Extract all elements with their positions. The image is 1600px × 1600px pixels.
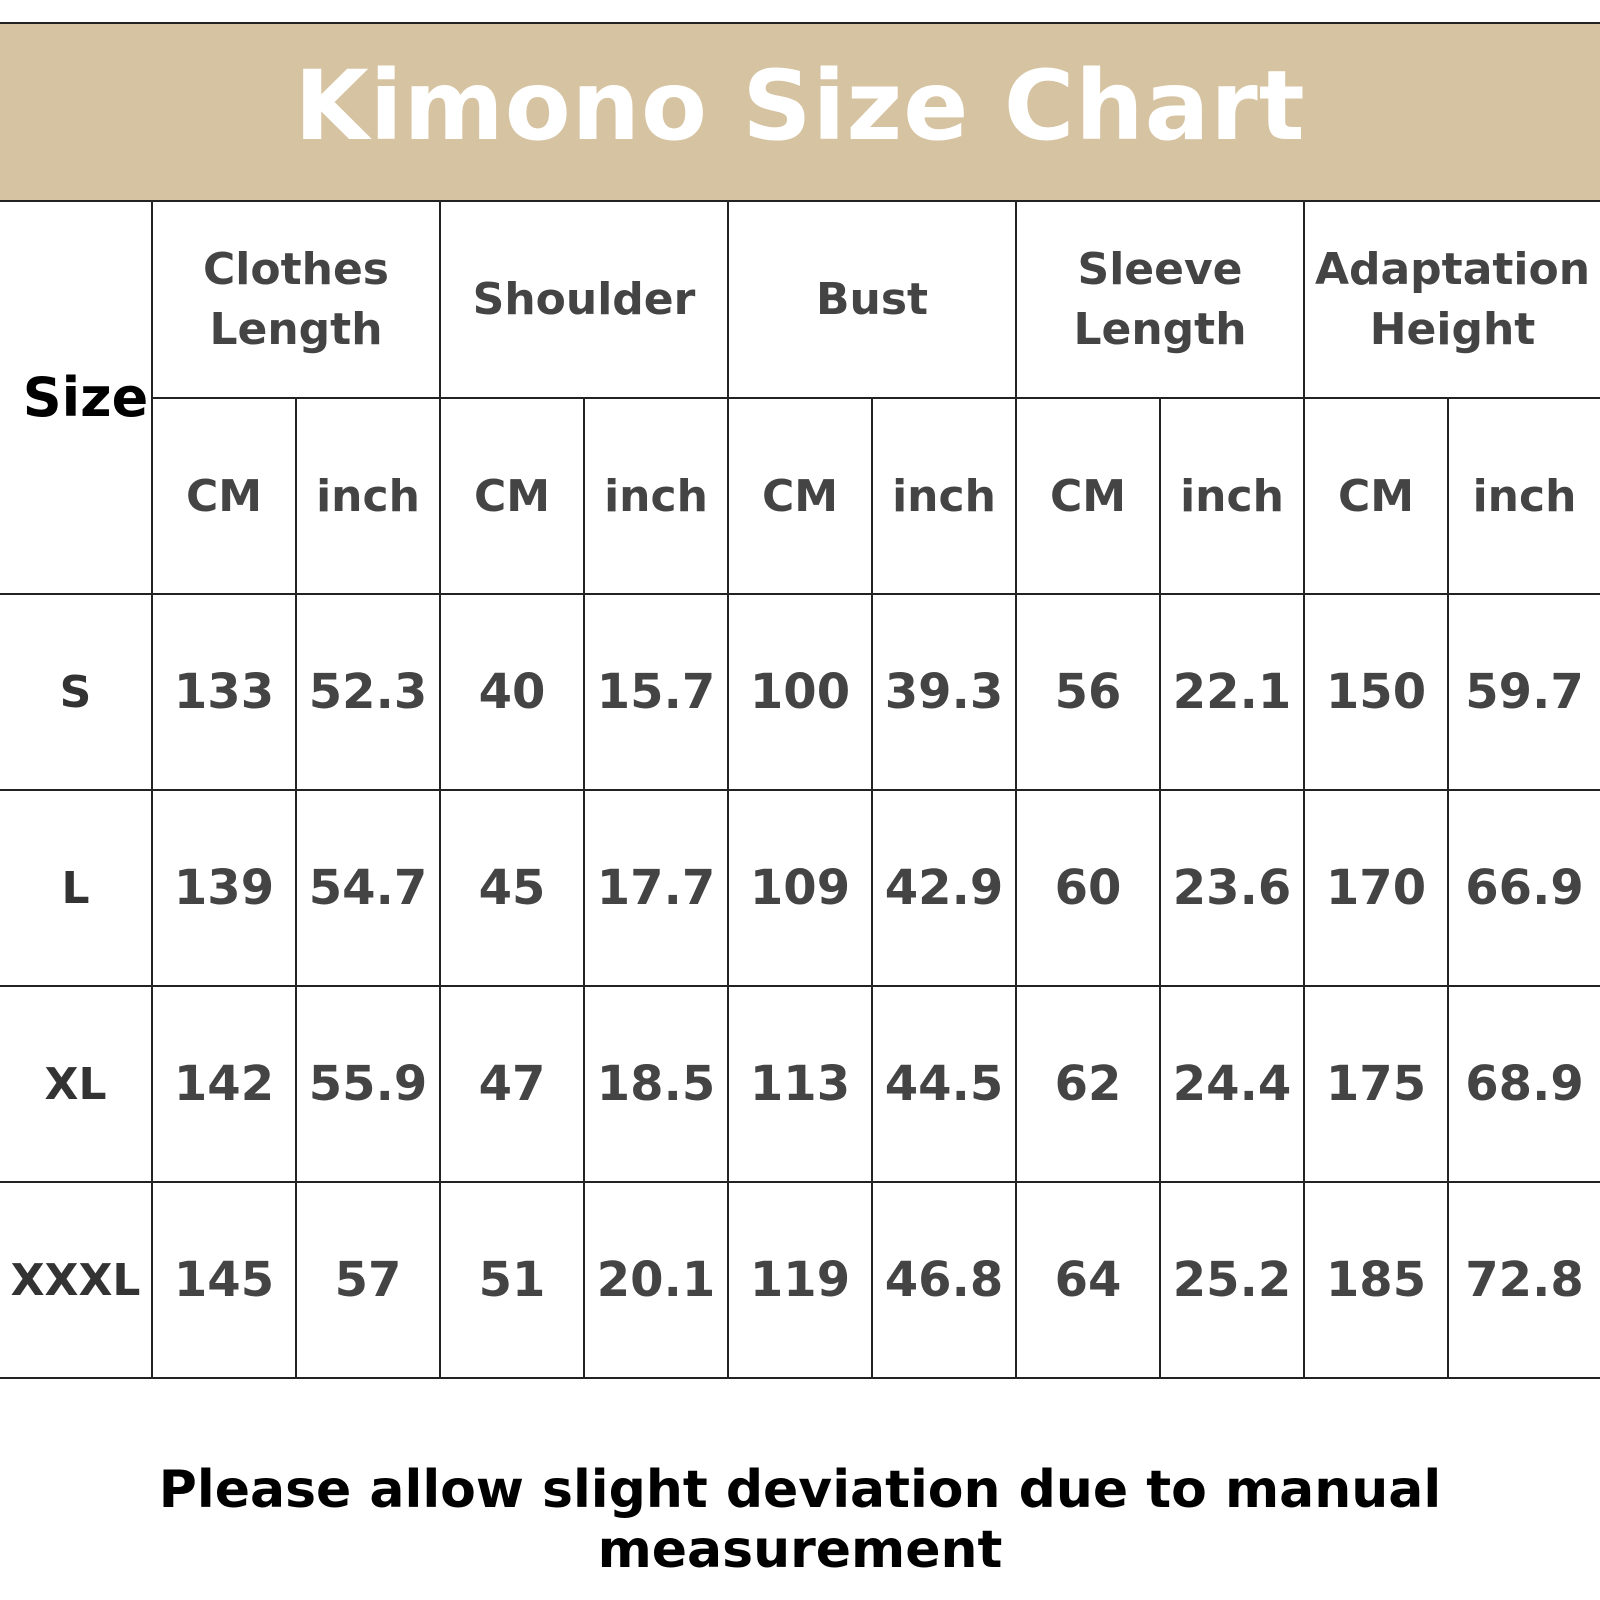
unit-header: inch xyxy=(1159,397,1305,595)
group-header-line: Length xyxy=(209,303,383,355)
group-header-row: Size Clothes Length Shoulder Bust Sleeve… xyxy=(0,202,1600,595)
value-cell: 51 xyxy=(439,1181,585,1379)
unit-header: CM xyxy=(439,397,585,595)
title-band: Kimono Size Chart xyxy=(0,22,1600,202)
value-cell: 45 xyxy=(439,789,585,987)
value-cell: 119 xyxy=(727,1181,873,1379)
value-cell: 68.9 xyxy=(1446,985,1600,1183)
value-cell: 60 xyxy=(1015,789,1161,987)
value-cell: 139 xyxy=(151,789,297,987)
value-cell: 46.8 xyxy=(871,1181,1017,1379)
value-cell: 25.2 xyxy=(1159,1181,1305,1379)
value-cell: 17.7 xyxy=(583,789,729,987)
value-cell: 24.4 xyxy=(1159,985,1305,1183)
measurement-note: Please allow slight deviation due to man… xyxy=(158,1460,1442,1580)
value-cell: 23.6 xyxy=(1159,789,1305,987)
group-header-line: Adaptation xyxy=(1314,243,1591,295)
value-cell: 54.7 xyxy=(295,789,441,987)
value-cell: 109 xyxy=(727,789,873,987)
group-header-clothes-length: Clothes Length xyxy=(151,202,441,399)
value-cell: 170 xyxy=(1303,789,1449,987)
value-cell: 133 xyxy=(151,594,297,791)
size-label-cell: L xyxy=(0,789,153,987)
size-column-header: Size xyxy=(0,202,153,595)
data-rows: S 133 52.3 40 15.7 100 39.3 56 22.1 150 59.7 L 139 54… xyxy=(0,594,1600,1379)
size-label-cell: S xyxy=(0,594,153,791)
size-label-cell: XL xyxy=(0,985,153,1183)
value-cell: 15.7 xyxy=(583,594,729,791)
value-cell: 18.5 xyxy=(583,985,729,1183)
value-cell: 44.5 xyxy=(871,985,1017,1183)
table-row: L 139 54.7 45 17.7 109 42.9 60 23.6 170 66.9 xyxy=(0,789,1600,987)
value-cell: 113 xyxy=(727,985,873,1183)
value-cell: 39.3 xyxy=(871,594,1017,791)
unit-header: CM xyxy=(1303,397,1449,595)
table-row: S 133 52.3 40 15.7 100 39.3 56 22.1 150 59.7 xyxy=(0,594,1600,791)
chart-title: Kimono Size Chart xyxy=(294,50,1306,162)
value-cell: 64 xyxy=(1015,1181,1161,1379)
value-cell: 42.9 xyxy=(871,789,1017,987)
group-header-sleeve-length: Sleeve Length xyxy=(1015,202,1305,399)
table-row: XL 142 55.9 47 18.5 113 44.5 62 24.4 175 68.9 xyxy=(0,985,1600,1183)
unit-header: inch xyxy=(871,397,1017,595)
value-cell: 72.8 xyxy=(1446,1181,1600,1379)
value-cell: 145 xyxy=(151,1181,297,1379)
value-cell: 40 xyxy=(439,594,585,791)
unit-header: CM xyxy=(152,397,297,595)
group-header-line: Clothes xyxy=(203,243,389,295)
unit-header: CM xyxy=(727,397,873,595)
value-cell: 57 xyxy=(295,1181,441,1379)
value-cell: 62 xyxy=(1015,985,1161,1183)
unit-header-row: CM inch CM inch CM inch CM inch CM inch xyxy=(0,397,1600,595)
value-cell: 47 xyxy=(439,985,585,1183)
size-label-cell: XXXL xyxy=(0,1181,153,1379)
group-header-line: Length xyxy=(1073,303,1247,355)
value-cell: 150 xyxy=(1303,594,1449,791)
value-cell: 175 xyxy=(1303,985,1449,1183)
group-header-line: Shoulder xyxy=(472,273,696,325)
group-header-bust: Bust xyxy=(727,202,1017,399)
table-row: XXXL 145 57 51 20.1 119 46.8 64 25.2 185 72.8 xyxy=(0,1181,1600,1379)
value-cell: 66.9 xyxy=(1446,789,1600,987)
value-cell: 52.3 xyxy=(295,594,441,791)
group-header-shoulder: Shoulder xyxy=(439,202,729,399)
unit-header: inch xyxy=(583,397,729,595)
value-cell: 185 xyxy=(1303,1181,1449,1379)
value-cell: 56 xyxy=(1015,594,1161,791)
value-cell: 59.7 xyxy=(1446,594,1600,791)
unit-header: inch xyxy=(1446,397,1600,595)
value-cell: 22.1 xyxy=(1159,594,1305,791)
unit-header: CM xyxy=(1015,397,1161,595)
group-header-line: Bust xyxy=(815,273,929,325)
group-header-line: Height xyxy=(1369,303,1536,355)
value-cell: 100 xyxy=(727,594,873,791)
value-cell: 55.9 xyxy=(295,985,441,1183)
group-header-line: Sleeve xyxy=(1077,243,1243,295)
value-cell: 142 xyxy=(151,985,297,1183)
group-header-adaptation-height: Adaptation Height xyxy=(1302,202,1600,399)
size-table: Size Clothes Length Shoulder Bust Sleeve… xyxy=(0,202,1600,1379)
unit-header: inch xyxy=(295,397,441,595)
value-cell: 20.1 xyxy=(583,1181,729,1379)
